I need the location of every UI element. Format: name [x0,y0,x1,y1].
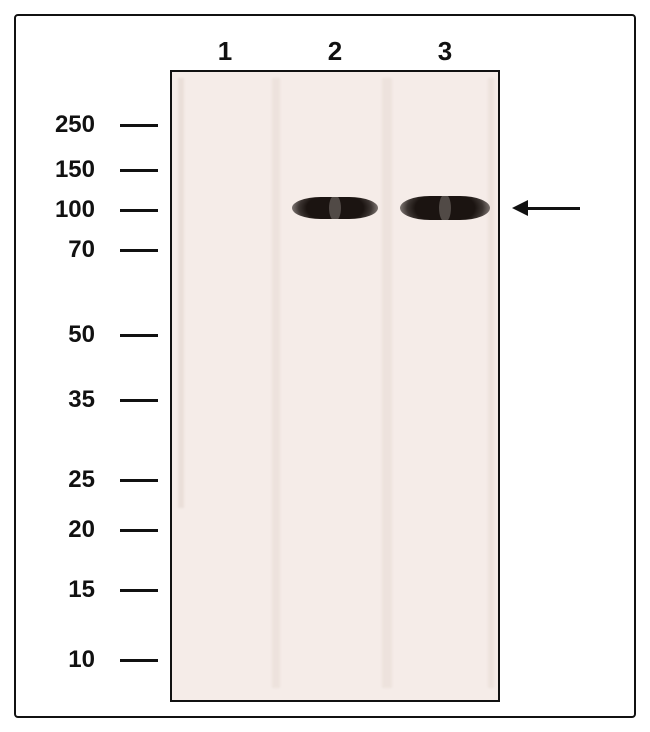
mw-marker-label: 35 [35,386,95,414]
mw-marker-label: 100 [35,196,95,224]
membrane-smudge [272,78,280,688]
membrane-smudge [488,78,494,688]
mw-marker-tick [120,659,158,662]
protein-band-waist [329,195,341,221]
lane-label: 3 [425,36,465,67]
blot-membrane [170,70,500,702]
membrane-smudge [178,78,184,508]
mw-marker-tick [120,124,158,127]
mw-marker-tick [120,249,158,252]
lane-label: 2 [315,36,355,67]
target-arrow-stem [528,207,580,210]
mw-marker-tick [120,479,158,482]
mw-marker-tick [120,529,158,532]
lane-label: 1 [205,36,245,67]
mw-marker-tick [120,169,158,172]
mw-marker-label: 10 [35,646,95,674]
membrane-smudge [382,78,392,688]
target-arrow-head [512,200,528,216]
protein-band-waist [439,194,451,222]
mw-marker-tick [120,399,158,402]
mw-marker-tick [120,334,158,337]
mw-marker-label: 250 [35,111,95,139]
mw-marker-label: 15 [35,576,95,604]
mw-marker-label: 50 [35,321,95,349]
mw-marker-label: 20 [35,516,95,544]
mw-marker-label: 150 [35,156,95,184]
mw-marker-label: 70 [35,236,95,264]
mw-marker-tick [120,209,158,212]
mw-marker-label: 25 [35,466,95,494]
mw-marker-tick [120,589,158,592]
